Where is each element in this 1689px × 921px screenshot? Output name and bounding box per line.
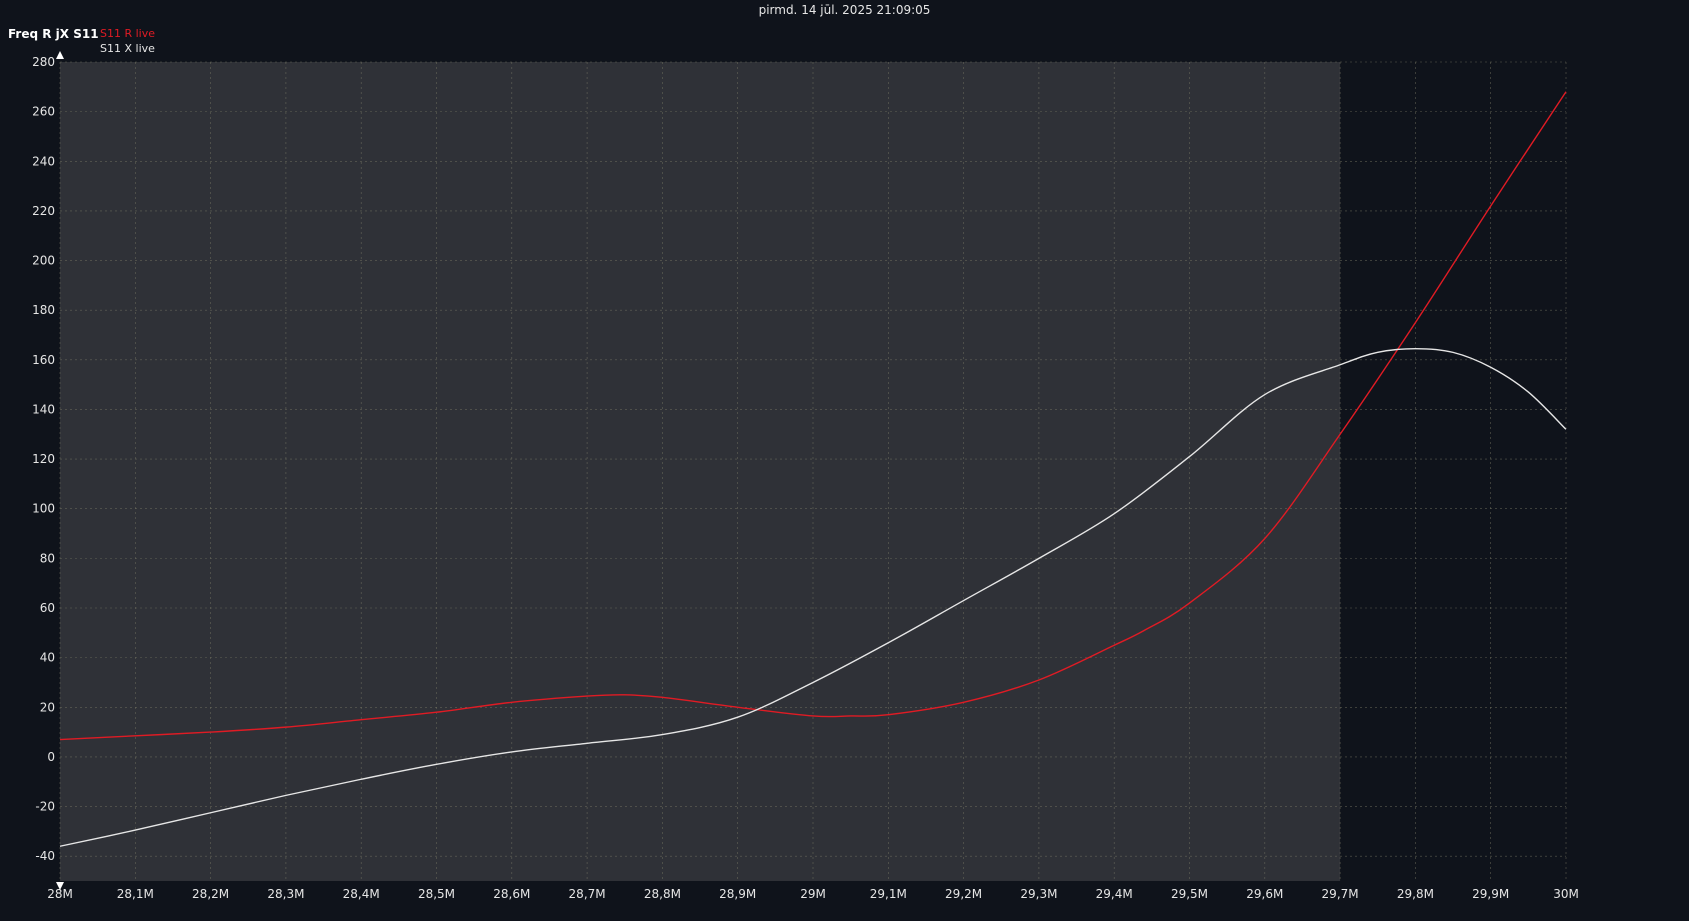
x-tick-label: 28,2M — [192, 887, 229, 901]
y-tick-label: 80 — [40, 551, 55, 565]
series-line-r — [59, 91, 1567, 741]
y-tick-label: 200 — [32, 254, 55, 268]
y-tick-label: 260 — [32, 105, 55, 119]
y-tick-label: 220 — [32, 204, 55, 218]
x-tick-label: 28,6M — [493, 887, 530, 901]
y-axis-top-arrow — [56, 51, 64, 59]
x-tick-label: 29,5M — [1171, 887, 1208, 901]
y-tick-label: 120 — [32, 452, 55, 466]
x-tick-label: 29,8M — [1397, 887, 1434, 901]
x-tick-label: 28,3M — [267, 887, 304, 901]
y-tick-label: -40 — [35, 849, 55, 863]
x-tick-label: 28,9M — [719, 887, 756, 901]
x-tick-label: 28,8M — [644, 887, 681, 901]
y-tick-label: 40 — [40, 651, 55, 665]
x-tick-label: 29,2M — [945, 887, 982, 901]
x-tick-label: 28,7M — [569, 887, 606, 901]
x-tick-label: 29,3M — [1020, 887, 1057, 901]
x-tick-label: 30M — [1553, 887, 1579, 901]
legend-entry-x: S11 X live — [100, 42, 155, 55]
x-tick-label: 29,1M — [870, 887, 907, 901]
x-tick-label: 29,4M — [1096, 887, 1133, 901]
timestamp: pirmd. 14 jūl. 2025 21:09:05 — [758, 3, 931, 17]
y-tick-label: 0 — [47, 750, 55, 764]
legend-entry-r: S11 R live — [100, 27, 156, 40]
x-tick-label: 29M — [800, 887, 826, 901]
y-axis-bottom-arrow — [56, 882, 64, 890]
x-tick-label: 28,5M — [418, 887, 455, 901]
series-line-x — [59, 347, 1567, 847]
y-tick-label: 240 — [32, 154, 55, 168]
y-tick-label: 100 — [32, 502, 55, 516]
x-tick-label: 29,7M — [1322, 887, 1359, 901]
x-tick-label: 28,1M — [117, 887, 154, 901]
shaded-region — [60, 62, 1341, 881]
x-tick-label: 29,9M — [1472, 887, 1509, 901]
x-tick-label: 28M — [47, 887, 73, 901]
x-tick-label: 29,6M — [1246, 887, 1283, 901]
chart-title: Freq R jX S11 — [8, 27, 99, 41]
y-tick-label: 140 — [32, 402, 55, 416]
y-tick-label: 60 — [40, 601, 55, 615]
x-tick-label: 28,4M — [343, 887, 380, 901]
y-tick-label: 280 — [32, 55, 55, 69]
y-tick-label: 160 — [32, 353, 55, 367]
y-tick-label: -20 — [35, 800, 55, 814]
y-tick-label: 180 — [32, 303, 55, 317]
y-tick-label: 20 — [40, 700, 55, 714]
